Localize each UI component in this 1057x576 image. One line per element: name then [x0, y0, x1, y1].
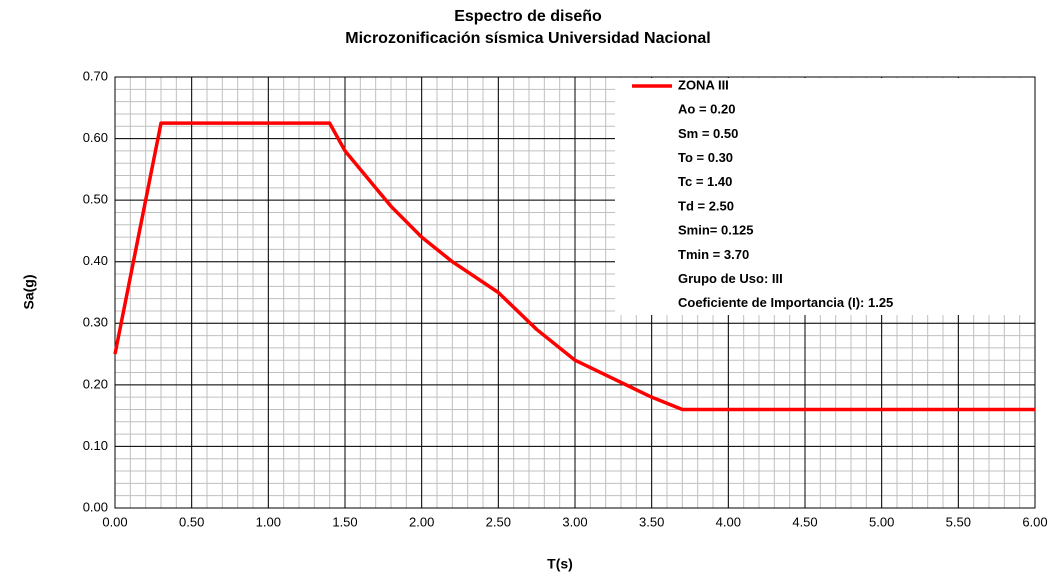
x-tick-label: 6.00: [1022, 514, 1047, 529]
x-tick-label: 3.50: [639, 514, 664, 529]
x-tick-label: 0.50: [179, 514, 204, 529]
y-tick-label: 0.10: [83, 438, 108, 453]
series-line: [113, 121, 1035, 412]
y-tick-label: 0.70: [83, 68, 108, 83]
annotation: Sm = 0.50: [678, 126, 738, 141]
annotation: Tc = 1.40: [678, 174, 732, 189]
y-tick-label: 0.00: [83, 499, 108, 514]
annotation: Td = 2.50: [678, 198, 734, 213]
x-tick-label: 1.00: [256, 514, 281, 529]
x-tick-label: 3.00: [562, 514, 587, 529]
legend-label: ZONA III: [678, 77, 729, 92]
x-tick-label: 5.50: [946, 514, 971, 529]
x-tick-label: 2.50: [486, 514, 511, 529]
annotation: Grupo de Uso: III: [678, 271, 783, 286]
y-tick-label: 0.50: [83, 192, 108, 207]
x-tick-label: 4.50: [792, 514, 817, 529]
x-tick-label: 0.00: [102, 514, 127, 529]
y-axis-label: Sa(g): [21, 275, 37, 310]
annotation: To = 0.30: [678, 150, 733, 165]
x-tick-label: 5.00: [869, 514, 894, 529]
x-axis-label: T(s): [547, 556, 573, 572]
y-tick-label: 0.40: [83, 253, 108, 268]
y-tick-label: 0.30: [83, 315, 108, 330]
x-tick-label: 2.00: [409, 514, 434, 529]
chart-title: Espectro de diseño: [454, 8, 602, 25]
annotation: Tmin = 3.70: [678, 247, 749, 262]
y-tick-label: 0.60: [83, 130, 108, 145]
y-tick-label: 0.20: [83, 376, 108, 391]
x-tick-label: 1.50: [332, 514, 357, 529]
chart-subtitle: Microzonificación sísmica Universidad Na…: [345, 30, 710, 47]
legend-box: [615, 78, 1035, 315]
annotation: Ao = 0.20: [678, 102, 735, 117]
annotation: Smin= 0.125: [678, 223, 754, 238]
annotation: Coeficiente de Importancia (I): 1.25: [678, 295, 893, 310]
x-tick-label: 4.00: [716, 514, 741, 529]
plot-border: [114, 76, 1036, 509]
